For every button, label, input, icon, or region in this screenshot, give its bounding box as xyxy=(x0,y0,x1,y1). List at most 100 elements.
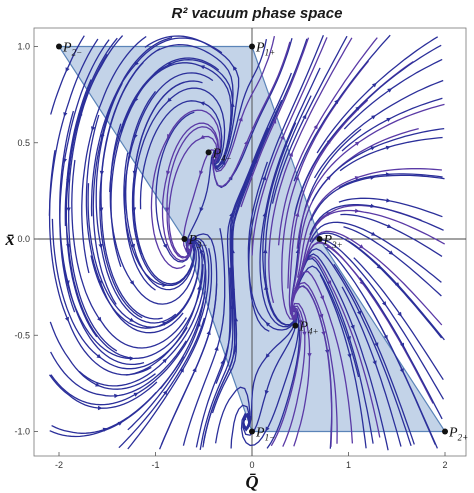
stream-arrowhead xyxy=(162,321,168,326)
plot-frame xyxy=(33,27,467,457)
stream-arrowhead xyxy=(354,176,360,181)
critical-point-marker xyxy=(249,43,255,50)
stream-arrowhead xyxy=(327,280,332,286)
stream-arrowhead xyxy=(262,212,267,217)
critical-point-marker xyxy=(205,149,212,156)
stream-arrowhead xyxy=(385,172,391,177)
stream-arrowhead xyxy=(385,145,391,150)
stream-arrowhead xyxy=(167,97,172,103)
stream-arrowhead xyxy=(382,301,387,307)
stream-arrowhead xyxy=(229,212,234,217)
stream-arrowhead xyxy=(199,207,204,213)
stream-arrowhead xyxy=(359,244,364,249)
y-tick-label: -1.0 xyxy=(14,427,30,437)
stream-arrowhead xyxy=(206,330,211,335)
stream-arrowhead xyxy=(326,244,332,249)
critical-point-label: P1+ xyxy=(255,41,275,58)
stream-arrowhead xyxy=(371,231,376,236)
stream-arrowhead xyxy=(265,321,271,327)
stream-arrowhead xyxy=(302,114,307,120)
critical-point-label: P2+ xyxy=(448,426,468,443)
stream-arrowhead xyxy=(354,208,360,213)
stream-arrowhead xyxy=(280,134,285,140)
x-tick-label: 0 xyxy=(249,460,254,470)
stream-arrowhead xyxy=(163,390,168,395)
stream-arrowhead xyxy=(263,248,268,254)
stream-arrowhead xyxy=(130,243,135,249)
stream-arrowhead xyxy=(320,295,324,301)
stream-arrowhead xyxy=(162,282,168,288)
stream-arrowhead xyxy=(97,316,102,322)
stream-arrowhead xyxy=(65,67,70,73)
streamline xyxy=(343,58,443,130)
stream-arrowhead xyxy=(238,116,243,122)
stream-arrowhead xyxy=(298,319,303,325)
critical-point-label: P3+ xyxy=(323,233,343,250)
critical-point-label: P1− xyxy=(255,426,275,443)
stream-arrowhead xyxy=(347,353,352,359)
streamline xyxy=(340,213,443,257)
stream-arrowhead xyxy=(376,264,382,270)
stream-arrowhead xyxy=(97,405,103,411)
y-axis-label: x̄ xyxy=(5,229,15,249)
critical-point-marker xyxy=(442,428,448,435)
stream-arrowhead xyxy=(64,316,69,322)
x-tick-label: 2 xyxy=(442,460,447,470)
stream-arrowhead xyxy=(265,426,270,432)
streamline xyxy=(309,203,444,236)
stream-arrowhead xyxy=(265,353,270,359)
critical-point-marker xyxy=(181,236,188,242)
stream-arrowhead xyxy=(354,141,360,146)
stream-arrowhead xyxy=(346,336,351,341)
stream-arrowhead xyxy=(167,133,172,139)
x-tick-label: 1 xyxy=(346,460,351,470)
stream-arrowhead xyxy=(96,353,102,359)
stream-arrowhead xyxy=(62,158,67,164)
stream-arrowhead xyxy=(162,358,168,364)
critical-point-label: P4− xyxy=(212,146,232,163)
critical-point-marker xyxy=(292,322,299,329)
stream-arrowhead xyxy=(350,324,355,330)
stream-arrowhead xyxy=(386,224,392,228)
stream-arrowhead xyxy=(114,393,119,399)
stream-arrowhead xyxy=(117,421,123,426)
stream-arrowhead xyxy=(272,118,277,124)
y-tick-label: 1.0 xyxy=(17,42,30,52)
critical-point-label: P2− xyxy=(62,41,82,58)
stream-arrowhead xyxy=(91,126,96,132)
critical-point-marker xyxy=(56,43,62,50)
stream-arrowhead xyxy=(386,198,391,203)
stream-arrowhead xyxy=(400,342,405,348)
x-axis-label: Q̄ xyxy=(246,472,259,492)
stream-arrowhead xyxy=(100,134,105,139)
stream-arrowhead xyxy=(397,311,402,317)
x-tick-label: -2 xyxy=(55,460,63,470)
stream-arrowhead xyxy=(334,99,339,104)
streamline xyxy=(51,391,157,434)
chart-title: R² vacuum phase space xyxy=(172,5,343,22)
stream-arrowhead xyxy=(134,60,139,66)
stream-arrowhead xyxy=(166,170,171,176)
streamline xyxy=(50,340,187,397)
stream-arrowhead xyxy=(394,282,400,287)
stream-arrowhead xyxy=(199,248,204,254)
stream-arrowhead xyxy=(129,280,135,286)
stream-arrowhead xyxy=(387,88,393,93)
stream-arrowhead xyxy=(199,170,204,176)
stream-arrowhead xyxy=(388,250,394,255)
stream-arrowhead xyxy=(264,390,269,395)
stream-arrowhead xyxy=(295,212,300,217)
stream-arrowhead xyxy=(221,160,226,166)
stream-arrowhead xyxy=(319,313,324,319)
stream-arrowhead xyxy=(288,151,293,157)
stream-arrowhead xyxy=(374,342,379,348)
stream-arrowhead xyxy=(133,134,138,139)
stream-arrowhead xyxy=(307,353,312,358)
critical-point-label: P3− xyxy=(187,233,207,250)
stream-arrowhead xyxy=(357,310,361,316)
stream-arrowhead xyxy=(66,207,71,213)
stream-arrowhead xyxy=(98,243,103,249)
stream-arrowhead xyxy=(179,367,184,373)
